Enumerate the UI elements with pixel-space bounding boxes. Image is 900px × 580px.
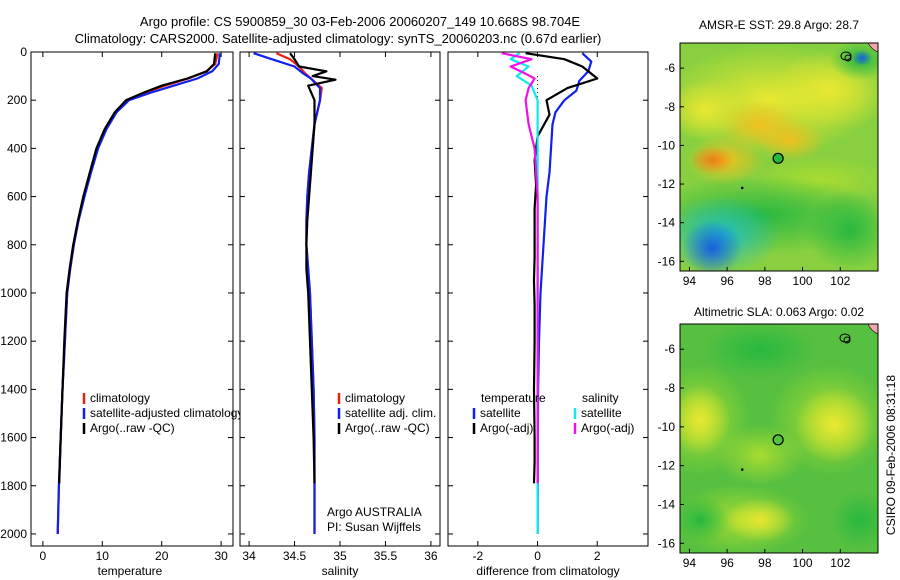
difference-legend-label: Argo(-adj) <box>581 421 634 435</box>
depth-tick-label: 1400 <box>0 382 27 396</box>
sst-map-xtick-label: 94 <box>683 274 697 288</box>
difference-xlabel: difference from climatology <box>476 564 619 578</box>
depth-tick-label: 0 <box>20 45 27 59</box>
sla-map-xtick-label: 98 <box>758 556 772 570</box>
temperature-xtick-label: 30 <box>214 549 228 563</box>
depth-tick-label: 1000 <box>0 286 27 300</box>
salinity-xtick-label: 34.5 <box>283 549 307 563</box>
sla-map-xtick-label: 96 <box>720 556 734 570</box>
difference-legend-label: satellite <box>581 406 622 420</box>
difference-axes-box <box>447 51 649 547</box>
sst-map-xtick-label: 98 <box>758 274 772 288</box>
sst-secondary-marker <box>740 186 744 190</box>
temperature-panel: 0 10 20 30 0 200 400 600 800 1000 1200 1400 1600 1800… <box>0 45 243 578</box>
difference-panel: -2 0 2 difference from climatology tempera… <box>447 51 649 578</box>
salinity-xtick-label: 34 <box>242 549 256 563</box>
sst-map-panel: AMSR-E SST: 29.8 Argo: 28.7 94 96 98 100 102… <box>658 18 879 288</box>
salinity-xtick-label: 35 <box>333 549 347 563</box>
salinity-series-blue <box>253 52 322 534</box>
sst-map-xtick-label: 100 <box>793 274 813 288</box>
sla-map-ytick-label: -6 <box>664 342 675 356</box>
temperature-legend-label: climatology <box>90 391 150 405</box>
temperature-xlabel: temperature <box>98 564 163 578</box>
depth-tick-label: 1800 <box>0 479 27 493</box>
sla-map-panel: Altimetric SLA: 0.063 Argo: 0.02 94 96 98 1… <box>658 305 879 570</box>
salinity-legend-label: satellite adj. clim. <box>345 406 436 420</box>
difference-legend-label: Argo(-adj) <box>480 421 533 435</box>
sla-heatmap-field <box>680 324 878 553</box>
salinity-legend-label: climatology <box>345 391 405 405</box>
depth-tick-label: 600 <box>7 190 27 204</box>
salinity-annotation-program: Argo AUSTRALIA <box>327 505 422 519</box>
sst-argo-position-marker <box>772 152 784 164</box>
sla-argo-position-marker <box>772 434 784 446</box>
difference-series-black <box>525 52 599 484</box>
sst-map-xtick-label: 102 <box>830 274 850 288</box>
salinity-series-black <box>289 52 337 484</box>
temperature-xtick-label: 20 <box>155 549 169 563</box>
difference-legend-label: satellite <box>480 406 521 420</box>
sla-map-xtick-label: 94 <box>683 556 697 570</box>
sla-map-title: Altimetric SLA: 0.063 Argo: 0.02 <box>694 305 864 319</box>
sla-map-ytick-label: -16 <box>658 536 676 550</box>
sla-map-frame <box>679 323 879 554</box>
depth-tick-label: 1200 <box>0 334 27 348</box>
sst-map-xtick-label: 96 <box>720 274 734 288</box>
sla-map-xtick-label: 102 <box>830 556 850 570</box>
sla-map-ytick-label: -8 <box>664 381 675 395</box>
sst-map-ytick-label: -10 <box>658 138 676 152</box>
sst-map-ytick-label: -16 <box>658 254 676 268</box>
salinity-xtick-label: 36 <box>424 549 438 563</box>
sst-map-title: AMSR-E SST: 29.8 Argo: 28.7 <box>699 18 859 32</box>
salinity-axes-box <box>239 51 441 547</box>
sla-map-xtick-label: 100 <box>793 556 813 570</box>
temperature-legend-label: satellite-adjusted climatology <box>90 406 243 420</box>
sst-map-ytick-label: -8 <box>664 100 675 114</box>
difference-xtick-label: 2 <box>594 549 601 563</box>
temperature-axes-box <box>30 51 234 547</box>
sst-map-ytick-label: -6 <box>664 61 675 75</box>
footer-timestamp: CSIRO 09-Feb-2006 08:31:18 <box>884 375 898 535</box>
salinity-xtick-label: 35.5 <box>374 549 398 563</box>
difference-legend-header-temperature: temperature <box>481 391 546 405</box>
header-line-1: Argo profile: CS 5900859_30 03-Feb-2006 … <box>140 14 581 29</box>
header-line-2: Climatology: CARS2000. Satellite-adjuste… <box>75 31 602 46</box>
sla-map-ytick-label: -14 <box>658 497 676 511</box>
sla-map-ytick-label: -10 <box>658 420 676 434</box>
depth-tick-label: 2000 <box>0 527 27 541</box>
depth-tick-label: 400 <box>7 141 27 155</box>
sla-map-ytick-label: -12 <box>658 459 676 473</box>
difference-xtick-label: -2 <box>473 549 484 563</box>
difference-series-blue <box>536 52 593 535</box>
sst-heatmap-field <box>680 43 878 271</box>
temperature-xtick-label: 10 <box>96 549 110 563</box>
temperature-legend-label: Argo(..raw -QC) <box>90 421 175 435</box>
difference-xtick-label: 0 <box>534 549 541 563</box>
difference-series-magenta <box>501 52 539 484</box>
temperature-xtick-label: 0 <box>40 549 47 563</box>
sst-map-frame <box>679 42 879 272</box>
salinity-annotation-pi: PI: Susan Wijffels <box>327 520 421 534</box>
salinity-legend-label: Argo(..raw -QC) <box>345 421 430 435</box>
depth-tick-label: 1600 <box>0 431 27 445</box>
sst-map-ytick-label: -12 <box>658 177 676 191</box>
sla-secondary-marker <box>740 468 744 471</box>
salinity-xlabel: salinity <box>322 564 359 578</box>
sst-map-ytick-label: -14 <box>658 216 676 230</box>
difference-legend-header-salinity: salinity <box>582 391 619 405</box>
depth-tick-label: 200 <box>7 93 27 107</box>
depth-tick-label: 800 <box>7 238 27 252</box>
salinity-panel: 34 34.5 35 35.5 36 salinity climatologysatel… <box>239 51 441 578</box>
temperature-series-black <box>58 53 217 484</box>
